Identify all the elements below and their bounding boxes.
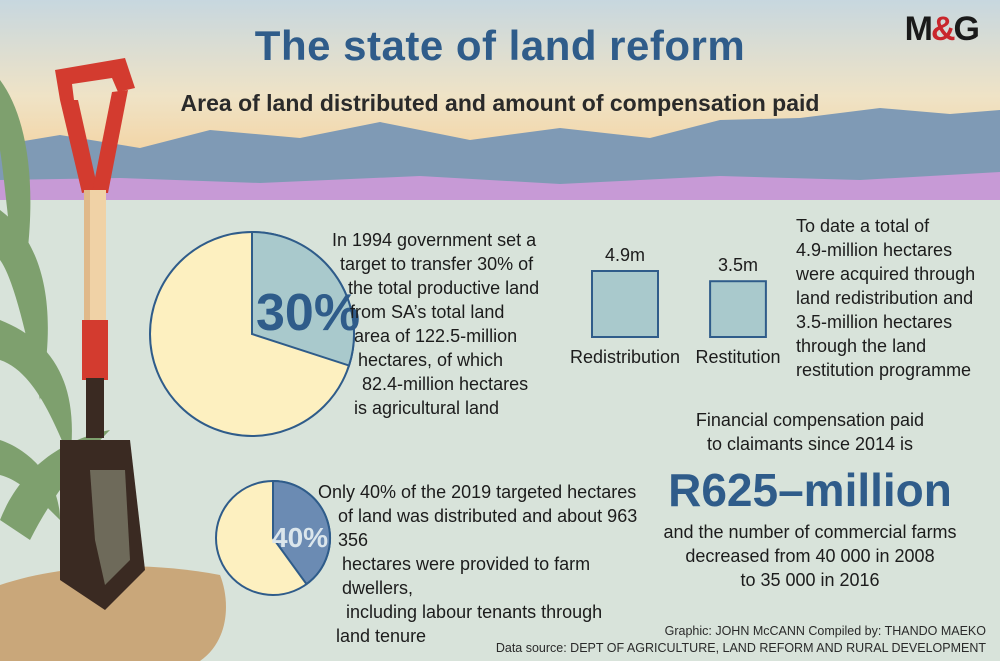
- credit-line-1: Graphic: JOHN McCANN Compiled by: THANDO…: [664, 624, 986, 638]
- soil: [0, 566, 226, 661]
- compensation-intro-line: to claimants since 2014 is: [706, 434, 914, 454]
- target-text-line: 82.4-million hectares: [362, 374, 529, 394]
- target-text-line: hectares, of which: [358, 350, 504, 370]
- area-box-restitution: [709, 280, 767, 338]
- area-boxes: 4.9m Redistribution 3.5m Restitution: [570, 245, 781, 367]
- target-text-line: area of 122.5-million: [354, 326, 518, 346]
- target-text-line: from SA’s total land: [350, 302, 505, 322]
- distributed-text-line: land tenure: [336, 626, 427, 646]
- mg-logo: M&G: [904, 10, 980, 48]
- area-box-redistribution: [591, 270, 659, 338]
- acquired-text-line: land redistribution and: [796, 288, 974, 308]
- compensation-outro-line: and the number of commercial farms: [663, 522, 957, 542]
- pie-chart-30: [149, 230, 355, 437]
- compensation-intro: Financial compensation paid to claimants …: [650, 408, 970, 456]
- acquired-text: To date a total of 4.9-million hectares we…: [796, 214, 996, 382]
- mountains: [0, 108, 1000, 190]
- category-label: Redistribution: [570, 347, 680, 367]
- horizon-band: [0, 172, 1000, 205]
- page-subtitle: Area of land distributed and amount of c…: [180, 90, 820, 116]
- pie-label-30: 30%: [256, 284, 361, 342]
- target-text-line: the total productive land: [348, 278, 540, 298]
- distributed-text-line: including labour tenants through: [346, 602, 603, 622]
- acquired-text-line: To date a total of: [796, 216, 930, 236]
- value-label: 3.5m: [718, 255, 758, 275]
- pie-label-40: 40%: [272, 522, 329, 553]
- distributed-text-line: Only 40% of the 2019 targeted hectares: [318, 482, 637, 502]
- compensation-outro: and the number of commercial farms decrea…: [650, 520, 970, 592]
- acquired-text-line: 3.5-million hectares: [796, 312, 953, 332]
- acquired-text-line: were acquired through: [796, 264, 976, 284]
- acquired-text-line: restitution programme: [796, 360, 972, 380]
- acquired-text-line: 4.9-million hectares: [796, 240, 953, 260]
- pie-slice: [272, 479, 331, 586]
- spade: [55, 58, 145, 610]
- credit-line-2: Data source: DEPT OF AGRICULTURE, LAND R…: [495, 641, 986, 655]
- acquired-text-line: through the land: [796, 336, 927, 356]
- value-label: 4.9m: [605, 245, 645, 265]
- distributed-text: Only 40% of the 2019 targeted hectares of…: [318, 480, 658, 648]
- distributed-text-line: hectares were provided to farm dwellers,: [342, 554, 591, 598]
- page-title: The state of land reform: [254, 22, 746, 69]
- distributed-text-line: of land was distributed and about 963 35…: [338, 506, 638, 550]
- compensation-outro-line: to 35 000 in 2016: [740, 570, 880, 590]
- compensation-outro-line: decreased from 40 000 in 2008: [685, 546, 935, 566]
- compensation-amount: R625–million: [668, 464, 952, 516]
- pie-chart-40: [215, 479, 331, 596]
- target-text: In 1994 government set a target to transf…: [332, 228, 572, 420]
- target-text-line: target to transfer 30% of: [340, 254, 534, 274]
- pie-slice: [251, 230, 355, 367]
- target-text-line: is agricultural land: [354, 398, 500, 418]
- target-text-line: In 1994 government set a: [332, 230, 537, 250]
- compensation-intro-line: Financial compensation paid: [695, 410, 925, 430]
- category-label: Restitution: [695, 347, 780, 367]
